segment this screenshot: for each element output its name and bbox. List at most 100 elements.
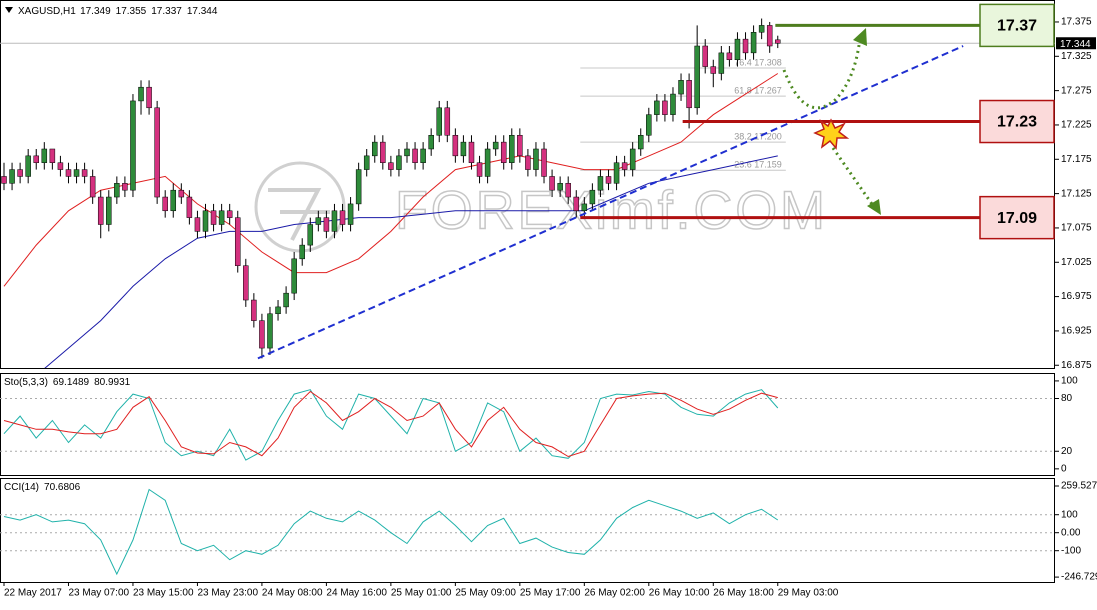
candle-body [412, 148, 418, 163]
candle-body [460, 141, 467, 157]
key-level-box [979, 99, 1055, 144]
indicator-line [3, 488, 779, 576]
candle-body [49, 148, 56, 163]
candle-body [621, 162, 628, 170]
y-tick-label: -246.729 [1061, 572, 1097, 583]
pane-header: XAGUSD,H1 17.349 17.355 17.337 17.344 [18, 6, 218, 17]
candle-body [138, 86, 144, 102]
candle-body [275, 306, 281, 315]
fib-label: 38.2 17.200 [734, 131, 782, 141]
candle-body [234, 217, 241, 266]
candle-body [589, 189, 596, 205]
y-tick-label: -100 [1061, 545, 1081, 556]
candle-body [476, 162, 483, 177]
y-tick-label: 100 [1061, 509, 1078, 520]
x-tick-label: 24 May 08:00 [262, 588, 323, 599]
fib-label: 23.6 17.159 [734, 160, 782, 170]
candle-body [299, 244, 305, 260]
indicator-line [3, 390, 778, 458]
down-arrow-head [867, 199, 881, 215]
main-pane-frame [0, 0, 1055, 369]
candle-body [41, 148, 48, 163]
candle-body [154, 107, 160, 198]
candle-body [718, 52, 725, 74]
candle-body [444, 107, 451, 136]
candle-body [637, 135, 644, 150]
candle-body [654, 100, 660, 115]
candle-body [734, 38, 741, 60]
x-tick-label: 23 May 15:00 [133, 588, 194, 599]
candle-body [388, 162, 394, 170]
candle-body [170, 189, 177, 212]
fib-label: 76.4 17.308 [734, 57, 782, 67]
x-tick-label: 29 May 03:00 [778, 588, 839, 599]
candle-body [468, 141, 475, 163]
y-tick-label: 16.975 [1061, 291, 1092, 302]
candle-body [347, 203, 354, 225]
candle-body [646, 114, 652, 136]
candle-body [9, 169, 15, 184]
candle-body [484, 148, 491, 177]
candle-body [549, 176, 555, 191]
header-part: Sto(5,3,3) [4, 377, 48, 388]
candle-body [291, 258, 297, 294]
candle-body [186, 196, 193, 218]
candle-body [81, 169, 88, 177]
header-part: 80.9931 [94, 377, 131, 388]
candle-body [194, 217, 201, 232]
fib-label: 61.8 17.267 [734, 85, 782, 95]
candle-body [775, 39, 781, 44]
candle-body [380, 141, 386, 163]
candle-body [557, 183, 563, 191]
candle-body [766, 25, 773, 47]
candle-body [517, 135, 523, 157]
header-part: 17.355 [116, 6, 147, 17]
candle-body [694, 45, 700, 109]
candle-body [742, 38, 749, 54]
y-tick-label: 17.375 [1061, 17, 1092, 28]
candle-body [122, 183, 128, 191]
key-level-box [979, 3, 1055, 48]
x-tick-label: 24 May 16:00 [326, 588, 387, 599]
key-level-label: 17.09 [997, 210, 1037, 227]
y-tick-label: 100 [1061, 376, 1078, 387]
y-tick-label: 16.925 [1061, 326, 1092, 337]
candle-body [33, 155, 39, 163]
pane-plot: 76.4 17.308 61.8 17.267 38.2 17.200 23.6 17… [0, 3, 1055, 368]
candle-body [251, 299, 257, 321]
pane-plot [0, 389, 1055, 461]
candle-body [452, 135, 459, 157]
pane-header: CCI(14) 70.6806 [4, 482, 81, 493]
candle-body [678, 80, 684, 95]
y-tick-label: 17.025 [1061, 257, 1092, 268]
candle-body [25, 155, 31, 177]
candle-body [243, 265, 249, 301]
cci-pane-frame [0, 478, 1055, 583]
candle-body [114, 183, 120, 198]
candle-body [396, 155, 402, 170]
key-level-box [979, 195, 1055, 240]
candle-body [65, 169, 72, 177]
candle-body [565, 183, 571, 198]
candle-body [202, 210, 209, 232]
pane-header: Sto(5,3,3) 69.1489 80.9931 [4, 377, 131, 388]
y-tick-label: 0.00 [1061, 527, 1081, 538]
candle-body [509, 135, 515, 163]
y-tick-label: 17.225 [1061, 120, 1092, 131]
candle-body [331, 210, 338, 232]
annotations [782, 28, 881, 215]
candle-body [629, 148, 636, 170]
candle-body [662, 100, 668, 115]
x-tick-label: 25 May 01:00 [391, 588, 452, 599]
candle-body [259, 320, 265, 349]
watermark-text: FOREXimf.COM [395, 180, 825, 240]
candle-body [267, 313, 273, 349]
candle-body [597, 176, 604, 191]
candle-body [372, 141, 378, 157]
y-tick-label: 80 [1061, 393, 1073, 404]
breakout-burst [813, 118, 850, 150]
candle-body [73, 169, 80, 177]
y-tick-label: 20 [1061, 446, 1073, 457]
